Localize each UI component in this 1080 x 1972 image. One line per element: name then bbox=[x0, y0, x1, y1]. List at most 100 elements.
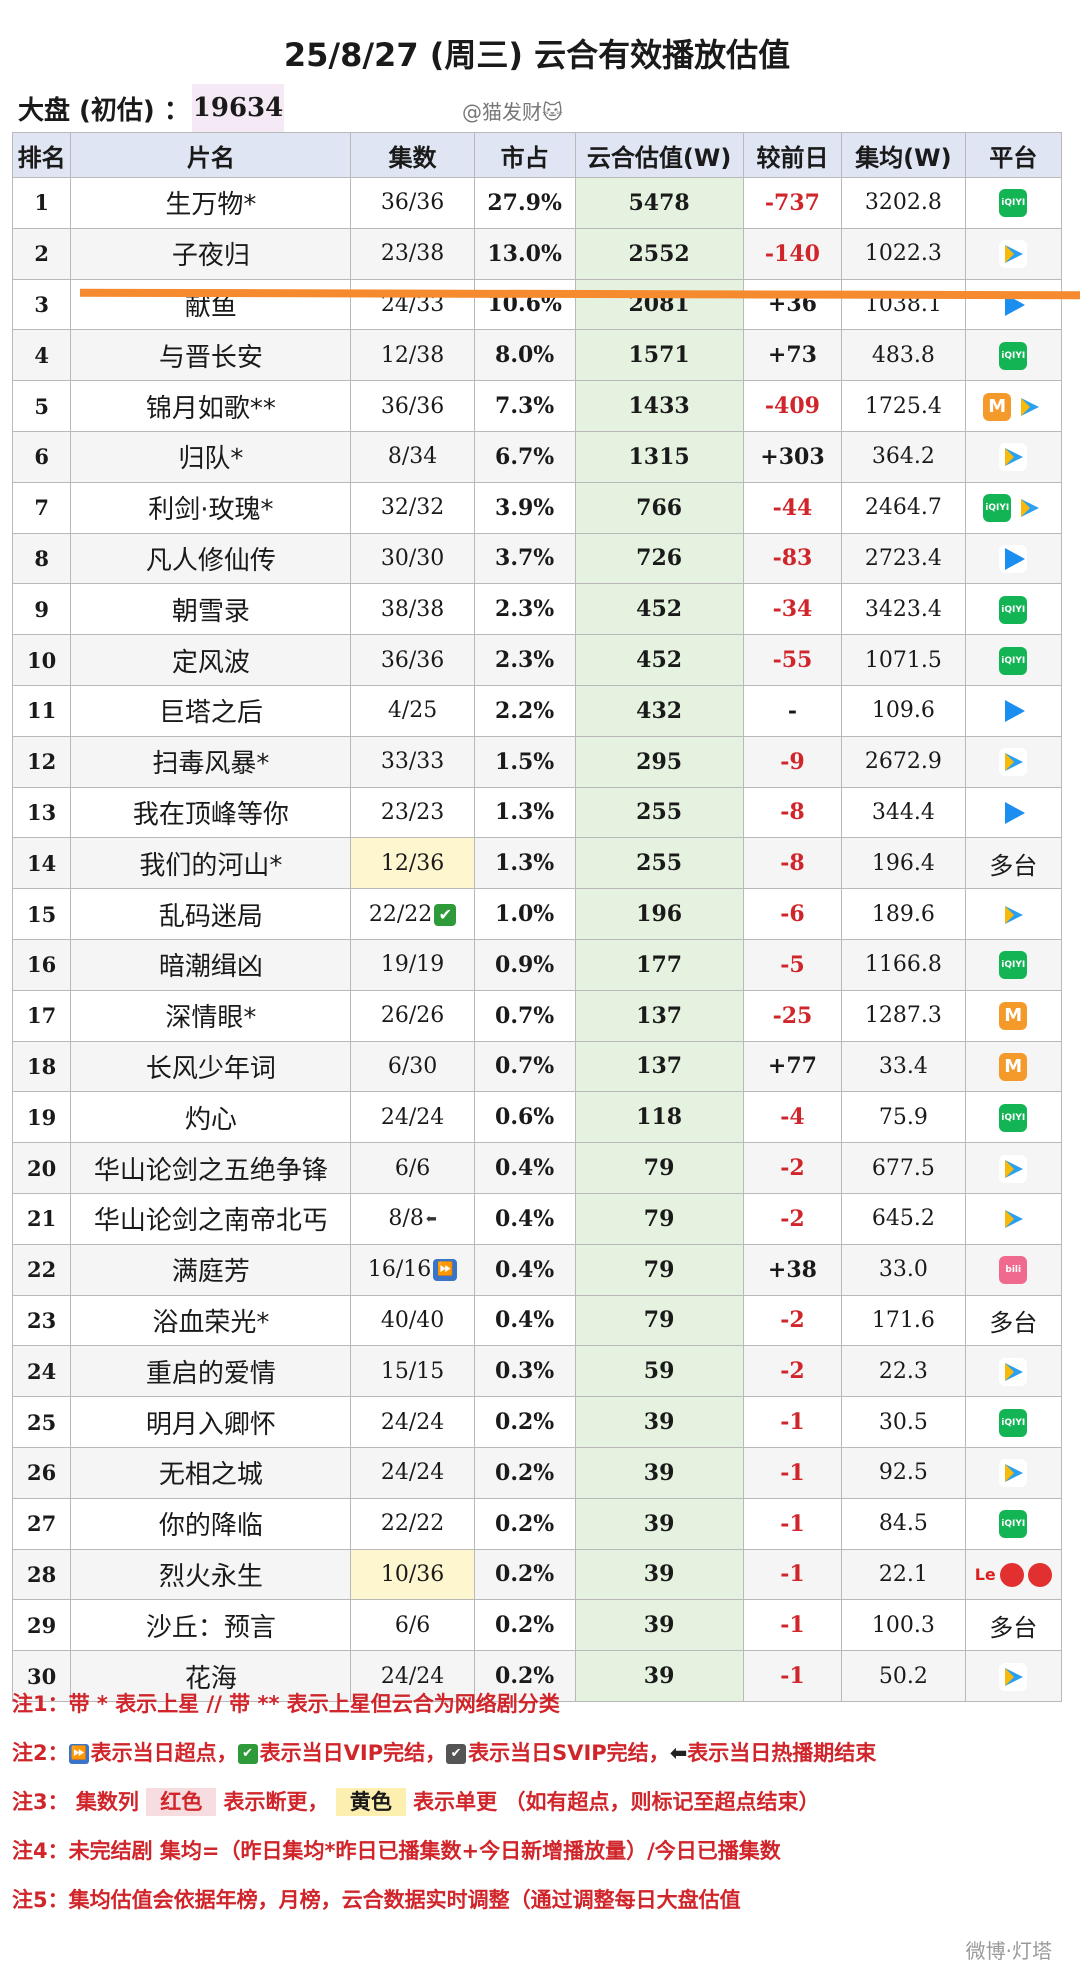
cell-episodes: 8/34 bbox=[350, 430, 475, 483]
cell-avg: 1022.3 bbox=[841, 227, 966, 280]
cell-estimate: 2081 bbox=[574, 278, 744, 331]
table-row: 10 定风波 36/36 2.3% 452 -55 1071.5 iQIYI bbox=[11, 634, 1063, 686]
cell-estimate: 79 bbox=[574, 1192, 744, 1245]
cell-avg: 22.3 bbox=[841, 1345, 966, 1398]
header-share: 市占 bbox=[473, 132, 576, 178]
note-2: 注2： ⏩ 表示当日超点， ✔ 表示当日VIP完结， ✔ 表示当日SVIP完结，⬅表示当日热… bbox=[12, 1729, 1062, 1778]
cell-episodes: 23/23 bbox=[350, 786, 475, 839]
cell-avg: 2464.7 bbox=[841, 481, 966, 534]
cell-title: 锦月如歌** bbox=[70, 380, 352, 432]
cell-change: -4 bbox=[742, 1091, 843, 1144]
cell-avg: 3202.8 bbox=[841, 177, 966, 229]
table-row: 25 明月入卿怀 24/24 0.2% 39 -1 30.5 iQIYI bbox=[11, 1396, 1063, 1448]
table-row: 15 乱码迷局 22/22 ✔ 1.0% 196 -6 189.6 bbox=[11, 888, 1063, 940]
table-row: 8 凡人修仙传 30/30 3.7% 726 -83 2723.4 bbox=[11, 532, 1063, 585]
cell-change: - bbox=[742, 684, 843, 737]
table-row: 20 华山论剑之五绝争锋 6/6 0.4% 79 -2 677.5 bbox=[11, 1142, 1063, 1194]
cell-change: -83 bbox=[742, 532, 843, 585]
episodes-value: 6/6 bbox=[394, 1612, 431, 1638]
cell-estimate: 1571 bbox=[574, 329, 744, 382]
table-row: 13 我在顶峰等你 23/23 1.3% 255 -8 344.4 bbox=[11, 786, 1063, 839]
cell-share: 1.5% bbox=[473, 735, 576, 788]
platform-text: 多台 bbox=[989, 1308, 1038, 1337]
le-icon: Le bbox=[974, 1564, 996, 1584]
table-row: 29 沙丘：预言 6/6 0.2% 39 -1 100.3 多台 bbox=[11, 1599, 1063, 1652]
page-title: 25/8/27 (周三) 云合有效播放估值 bbox=[283, 36, 791, 74]
cell-avg: 2723.4 bbox=[841, 532, 966, 585]
cell-episodes: 22/22 ✔ bbox=[350, 888, 475, 940]
cell-avg: 30.5 bbox=[841, 1396, 966, 1448]
episodes-value: 4/25 bbox=[387, 698, 438, 724]
note-3-prefix: 注3： 集数列 bbox=[12, 1790, 147, 1814]
cell-rank: 23 bbox=[11, 1294, 72, 1347]
table-row: 26 无相之城 24/24 0.2% 39 -1 92.5 bbox=[11, 1446, 1063, 1499]
episodes-value: 16/16 bbox=[367, 1257, 432, 1283]
cell-rank: 5 bbox=[11, 380, 72, 432]
cell-share: 0.3% bbox=[473, 1345, 576, 1398]
tencent-icon bbox=[999, 1205, 1028, 1234]
cell-share: 0.4% bbox=[473, 1243, 576, 1296]
cell-estimate: 766 bbox=[574, 481, 744, 534]
cell-title: 我们的河山* bbox=[70, 837, 352, 890]
cell-platform bbox=[964, 735, 1063, 788]
header-avg: 集均(W) bbox=[841, 132, 966, 178]
note-3-yellow: 黄色 bbox=[335, 1788, 406, 1816]
youku-icon bbox=[999, 798, 1028, 827]
cell-title: 长风少年词 bbox=[70, 1040, 352, 1093]
note-2-d: 表示当日热播期结束 bbox=[687, 1741, 877, 1765]
cell-share: 6.7% bbox=[473, 430, 576, 483]
cell-episodes: 32/32 bbox=[350, 481, 475, 534]
cell-episodes: 33/33 bbox=[350, 735, 475, 788]
notes: 注1：带 * 表示上星 // 带 ** 表示上星但云合为网络剧分类 注2： ⏩ 表示… bbox=[12, 1680, 1062, 1925]
cell-title: 利剑·玫瑰* bbox=[70, 481, 352, 534]
cell-platform bbox=[964, 227, 1063, 280]
cell-platform bbox=[964, 989, 1063, 1042]
cell-title: 扫毒风暴* bbox=[70, 735, 352, 788]
cell-avg: 92.5 bbox=[841, 1446, 966, 1499]
cell-title: 花海 bbox=[70, 1650, 352, 1702]
note-3-red: 红色 bbox=[146, 1788, 217, 1816]
cell-avg: 483.8 bbox=[841, 329, 966, 382]
cell-avg: 100.3 bbox=[841, 1599, 966, 1652]
cell-rank: 4 bbox=[11, 329, 72, 382]
fast-forward-icon: ⏩ bbox=[68, 1744, 89, 1764]
mango-icon bbox=[999, 1002, 1028, 1031]
table-row: 12 扫毒风暴* 33/33 1.5% 295 -9 2672.9 bbox=[11, 735, 1063, 788]
table-row: 11 巨塔之后 4/25 2.2% 432-109.6 bbox=[11, 684, 1063, 737]
note-3-end: 表示单更 （如有超点，则标记至超点结束） bbox=[405, 1790, 820, 1814]
cell-change: -8 bbox=[742, 837, 843, 890]
cell-episodes: 36/36 bbox=[350, 177, 475, 229]
cell-rank: 14 bbox=[11, 837, 72, 890]
cell-avg: 33.4 bbox=[841, 1040, 966, 1093]
episodes-value: 22/22 bbox=[368, 901, 433, 927]
cell-rank: 24 bbox=[11, 1345, 72, 1398]
market-total-label: 大盘 (初估) ： bbox=[18, 96, 190, 126]
cell-platform: 多台 bbox=[964, 1294, 1063, 1347]
cell-episodes: 10/36 bbox=[350, 1548, 475, 1601]
cell-episodes: 6/6 bbox=[350, 1599, 475, 1652]
cell-change: -2 bbox=[742, 1294, 843, 1347]
cell-estimate: 452 bbox=[574, 634, 744, 686]
cell-title: 明月入卿怀 bbox=[70, 1396, 352, 1448]
cell-estimate: 1315 bbox=[574, 430, 744, 483]
cell-avg: 2672.9 bbox=[841, 735, 966, 788]
cell-estimate: 2552 bbox=[574, 227, 744, 280]
cell-share: 1.3% bbox=[473, 837, 576, 890]
cell-episodes: 36/36 bbox=[350, 634, 475, 686]
cell-estimate: 1433 bbox=[574, 380, 744, 432]
cell-share: 13.0% bbox=[473, 227, 576, 280]
market-total: 大盘 (初估) ： 19634 @猫发财🐱 bbox=[12, 84, 1062, 132]
cell-change: -55 bbox=[742, 634, 843, 686]
cell-rank: 18 bbox=[11, 1040, 72, 1093]
table-row: 22 满庭芳 16/16 ⏩ 0.4% 79 +38 33.0 bbox=[11, 1243, 1063, 1296]
episodes-value: 12/38 bbox=[380, 342, 445, 368]
cell-estimate: 59 bbox=[574, 1345, 744, 1398]
episodes-value: 38/38 bbox=[380, 596, 445, 622]
cell-platform bbox=[964, 1243, 1063, 1296]
cell-estimate: 137 bbox=[574, 1040, 744, 1093]
cell-episodes: 19/19 bbox=[350, 938, 475, 991]
cell-episodes: 24/24 bbox=[350, 1446, 475, 1499]
cell-platform bbox=[964, 1192, 1063, 1245]
youku-icon bbox=[999, 544, 1028, 573]
episodes-value: 26/26 bbox=[380, 1003, 445, 1029]
